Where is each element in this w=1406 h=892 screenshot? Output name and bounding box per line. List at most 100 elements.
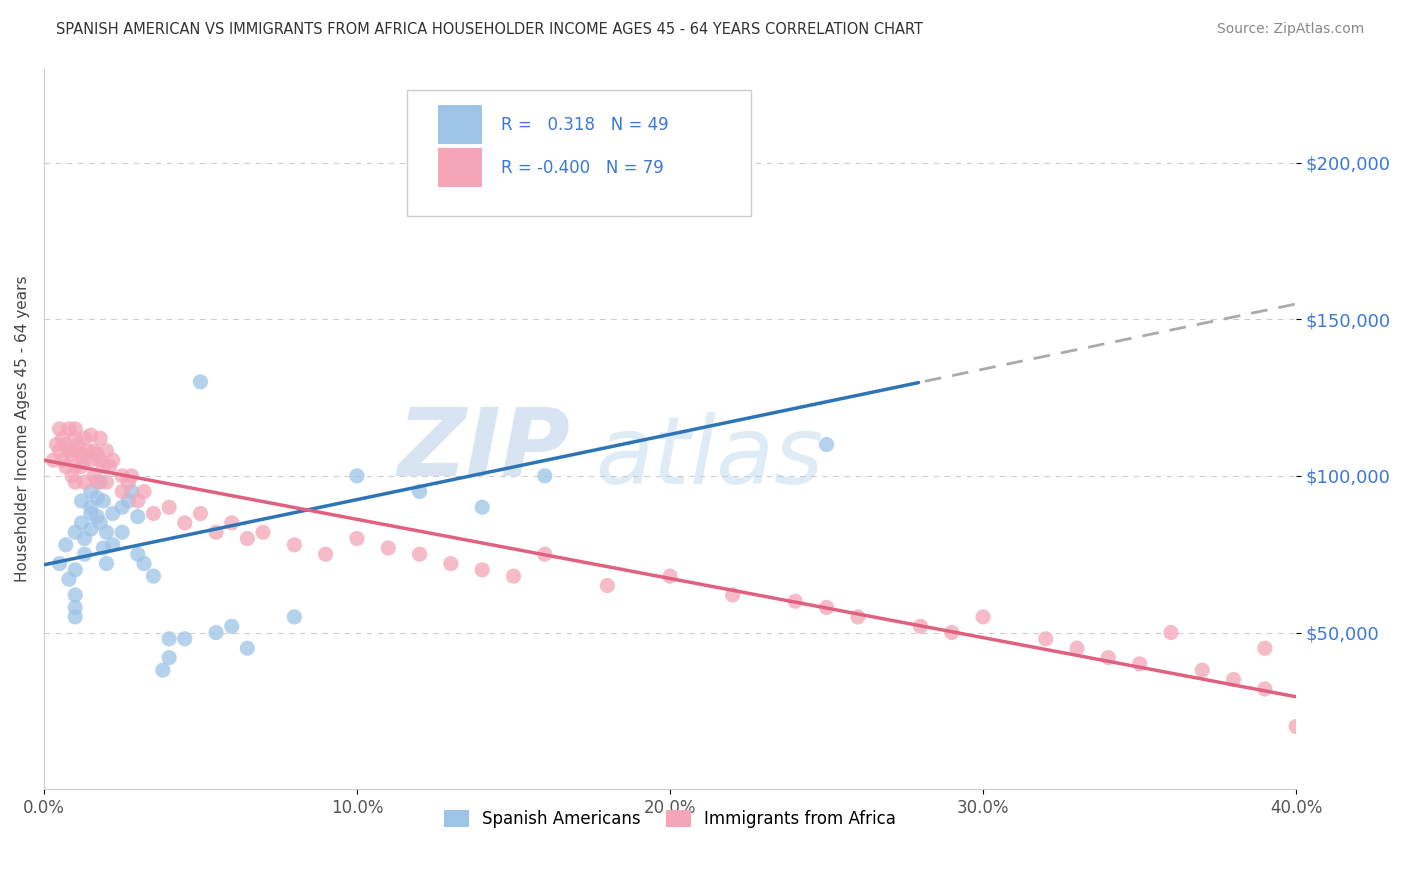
Point — [96, 443, 118, 458]
Point — [236, 532, 259, 546]
Point — [377, 541, 399, 555]
Point — [76, 443, 98, 458]
Point — [86, 447, 108, 461]
Point — [58, 572, 80, 586]
Point — [55, 437, 77, 451]
Point — [117, 475, 139, 490]
Point — [252, 525, 274, 540]
Point — [471, 563, 494, 577]
Point — [236, 641, 259, 656]
Point — [221, 516, 243, 530]
Point — [471, 500, 494, 515]
Point — [221, 619, 243, 633]
Point — [60, 468, 83, 483]
Point — [1254, 681, 1277, 696]
Point — [157, 632, 180, 646]
Point — [1129, 657, 1152, 671]
Point — [121, 484, 143, 499]
FancyBboxPatch shape — [408, 90, 751, 216]
Text: atlas: atlas — [595, 412, 823, 503]
Point — [80, 500, 103, 515]
Point — [846, 610, 869, 624]
Point — [1222, 673, 1244, 687]
Point — [117, 494, 139, 508]
Point — [89, 475, 111, 490]
Point — [941, 625, 963, 640]
Point — [86, 509, 108, 524]
Point — [1097, 650, 1119, 665]
Bar — [439, 148, 482, 187]
Point — [73, 532, 96, 546]
Point — [205, 625, 228, 640]
Point — [315, 547, 337, 561]
Point — [533, 468, 555, 483]
Point — [63, 563, 86, 577]
Point — [815, 437, 838, 451]
Point — [73, 453, 96, 467]
Point — [80, 507, 103, 521]
Point — [659, 569, 682, 583]
Point — [83, 468, 105, 483]
Point — [52, 431, 75, 445]
Point — [70, 459, 93, 474]
Point — [63, 459, 86, 474]
Point — [83, 443, 105, 458]
Text: Source: ZipAtlas.com: Source: ZipAtlas.com — [1216, 22, 1364, 37]
Point — [173, 516, 195, 530]
Point — [63, 422, 86, 436]
Point — [346, 532, 368, 546]
Point — [502, 569, 524, 583]
Point — [96, 475, 118, 490]
Point — [48, 443, 70, 458]
Point — [96, 557, 118, 571]
Point — [63, 443, 86, 458]
Point — [721, 588, 744, 602]
Text: ZIP: ZIP — [396, 404, 569, 497]
Point — [121, 468, 143, 483]
Point — [111, 500, 134, 515]
Point — [142, 507, 165, 521]
Point — [63, 610, 86, 624]
Point — [52, 453, 75, 467]
Point — [132, 557, 155, 571]
Point — [173, 632, 195, 646]
Point — [1254, 641, 1277, 656]
Point — [58, 443, 80, 458]
Point — [80, 428, 103, 442]
Point — [55, 538, 77, 552]
Point — [190, 375, 212, 389]
Point — [283, 538, 305, 552]
Point — [152, 663, 174, 677]
Point — [70, 494, 93, 508]
Point — [111, 468, 134, 483]
Point — [346, 468, 368, 483]
Point — [910, 619, 932, 633]
Point — [93, 494, 115, 508]
Text: SPANISH AMERICAN VS IMMIGRANTS FROM AFRICA HOUSEHOLDER INCOME AGES 45 - 64 YEARS: SPANISH AMERICAN VS IMMIGRANTS FROM AFRI… — [56, 22, 924, 37]
Point — [408, 547, 430, 561]
Point — [96, 525, 118, 540]
Point — [63, 600, 86, 615]
Point — [63, 588, 86, 602]
Point — [101, 453, 124, 467]
Point — [785, 594, 807, 608]
Point — [73, 475, 96, 490]
Point — [157, 500, 180, 515]
Text: R =   0.318   N = 49: R = 0.318 N = 49 — [501, 116, 669, 134]
Point — [440, 557, 463, 571]
Point — [48, 557, 70, 571]
Point — [972, 610, 994, 624]
Point — [1035, 632, 1057, 646]
Point — [70, 447, 93, 461]
Point — [101, 538, 124, 552]
Point — [89, 431, 111, 445]
Point — [98, 459, 121, 474]
Legend: Spanish Americans, Immigrants from Africa: Spanish Americans, Immigrants from Afric… — [437, 804, 903, 835]
Point — [80, 484, 103, 499]
Point — [63, 431, 86, 445]
Text: R = -0.400   N = 79: R = -0.400 N = 79 — [501, 159, 664, 177]
Point — [63, 475, 86, 490]
Point — [1191, 663, 1213, 677]
Point — [283, 610, 305, 624]
Point — [205, 525, 228, 540]
